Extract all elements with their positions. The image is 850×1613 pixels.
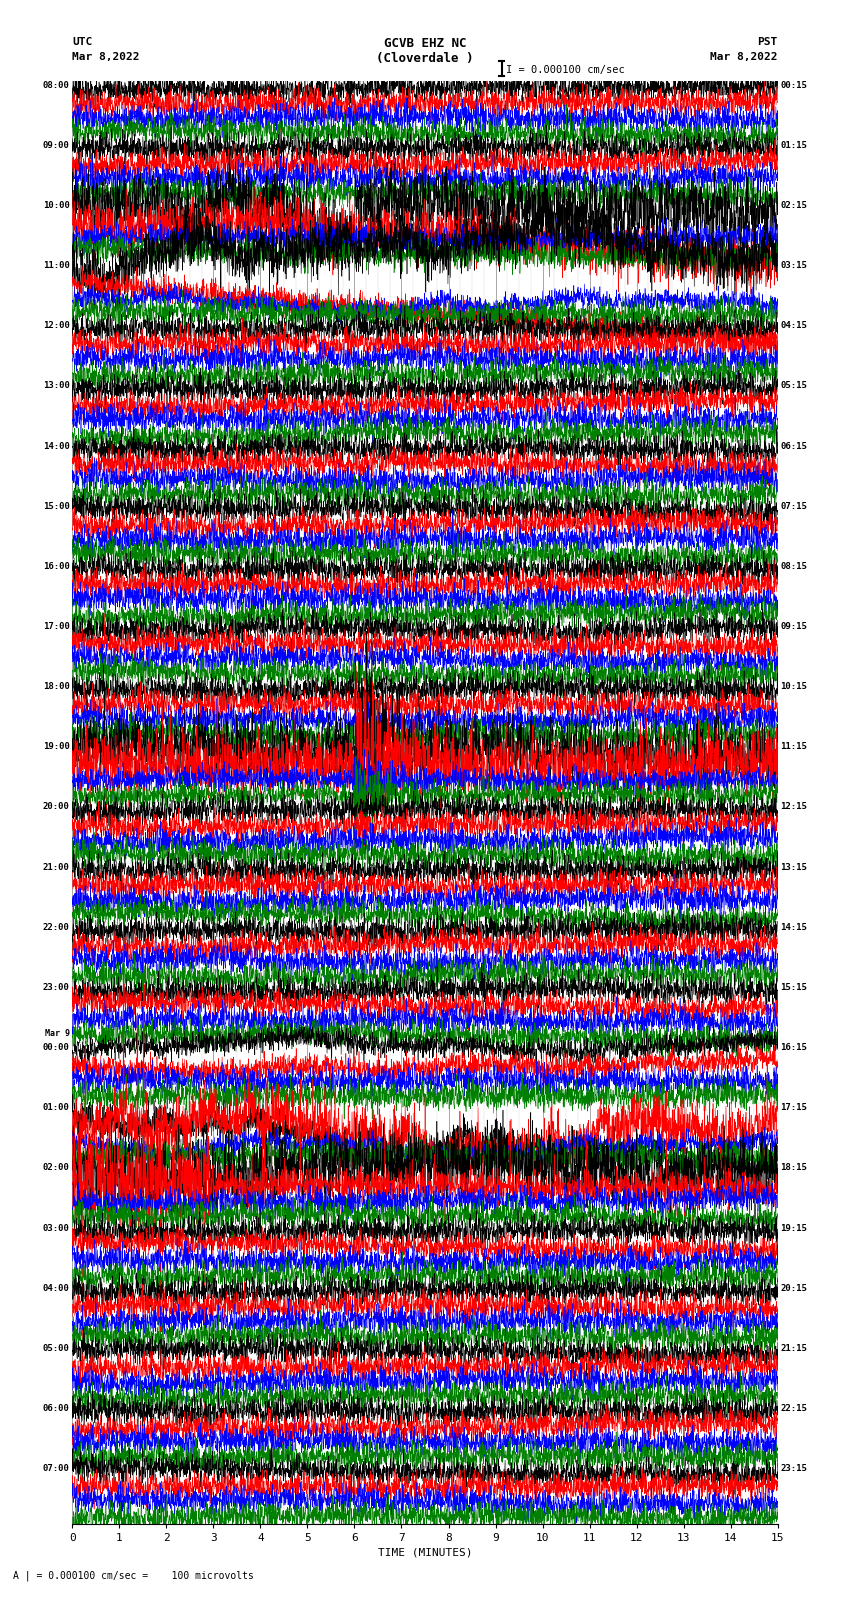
Text: 11:00: 11:00 xyxy=(42,261,70,269)
Text: (Cloverdale ): (Cloverdale ) xyxy=(377,52,473,65)
Text: 04:15: 04:15 xyxy=(780,321,808,331)
Text: 15:00: 15:00 xyxy=(42,502,70,511)
Text: 19:00: 19:00 xyxy=(42,742,70,752)
Text: Mar 9: Mar 9 xyxy=(45,1029,70,1039)
Text: A | = 0.000100 cm/sec =    100 microvolts: A | = 0.000100 cm/sec = 100 microvolts xyxy=(13,1569,253,1581)
Text: 12:15: 12:15 xyxy=(780,803,808,811)
Text: Mar 8,2022: Mar 8,2022 xyxy=(72,52,139,61)
Text: PST: PST xyxy=(757,37,778,47)
Text: 07:00: 07:00 xyxy=(42,1465,70,1473)
Text: 21:15: 21:15 xyxy=(780,1344,808,1353)
Text: 20:00: 20:00 xyxy=(42,803,70,811)
Text: 03:00: 03:00 xyxy=(42,1224,70,1232)
Text: GCVB EHZ NC: GCVB EHZ NC xyxy=(383,37,467,50)
Text: 17:00: 17:00 xyxy=(42,623,70,631)
Text: 04:00: 04:00 xyxy=(42,1284,70,1292)
Text: 02:15: 02:15 xyxy=(780,202,808,210)
X-axis label: TIME (MINUTES): TIME (MINUTES) xyxy=(377,1547,473,1558)
Text: UTC: UTC xyxy=(72,37,93,47)
Text: 21:00: 21:00 xyxy=(42,863,70,871)
Text: 14:00: 14:00 xyxy=(42,442,70,450)
Text: 20:15: 20:15 xyxy=(780,1284,808,1292)
Text: 02:00: 02:00 xyxy=(42,1163,70,1173)
Text: 16:00: 16:00 xyxy=(42,561,70,571)
Text: 11:15: 11:15 xyxy=(780,742,808,752)
Text: 01:00: 01:00 xyxy=(42,1103,70,1113)
Text: 22:15: 22:15 xyxy=(780,1403,808,1413)
Text: 00:00: 00:00 xyxy=(42,1044,70,1052)
Text: 03:15: 03:15 xyxy=(780,261,808,269)
Text: 00:15: 00:15 xyxy=(780,81,808,90)
Text: 18:00: 18:00 xyxy=(42,682,70,690)
Text: 15:15: 15:15 xyxy=(780,982,808,992)
Text: 05:00: 05:00 xyxy=(42,1344,70,1353)
Text: 10:15: 10:15 xyxy=(780,682,808,690)
Text: 22:00: 22:00 xyxy=(42,923,70,932)
Text: 06:15: 06:15 xyxy=(780,442,808,450)
Text: 14:15: 14:15 xyxy=(780,923,808,932)
Text: 08:00: 08:00 xyxy=(42,81,70,90)
Text: 16:15: 16:15 xyxy=(780,1044,808,1052)
Text: 13:15: 13:15 xyxy=(780,863,808,871)
Text: 10:00: 10:00 xyxy=(42,202,70,210)
Text: 13:00: 13:00 xyxy=(42,381,70,390)
Text: 05:15: 05:15 xyxy=(780,381,808,390)
Text: 09:00: 09:00 xyxy=(42,140,70,150)
Text: 12:00: 12:00 xyxy=(42,321,70,331)
Text: 08:15: 08:15 xyxy=(780,561,808,571)
Text: Mar 8,2022: Mar 8,2022 xyxy=(711,52,778,61)
Text: 01:15: 01:15 xyxy=(780,140,808,150)
Text: 19:15: 19:15 xyxy=(780,1224,808,1232)
Text: 23:00: 23:00 xyxy=(42,982,70,992)
Text: 09:15: 09:15 xyxy=(780,623,808,631)
Text: 07:15: 07:15 xyxy=(780,502,808,511)
Text: 18:15: 18:15 xyxy=(780,1163,808,1173)
Text: 23:15: 23:15 xyxy=(780,1465,808,1473)
Text: 06:00: 06:00 xyxy=(42,1403,70,1413)
Text: 17:15: 17:15 xyxy=(780,1103,808,1113)
Text: I = 0.000100 cm/sec: I = 0.000100 cm/sec xyxy=(506,65,625,74)
